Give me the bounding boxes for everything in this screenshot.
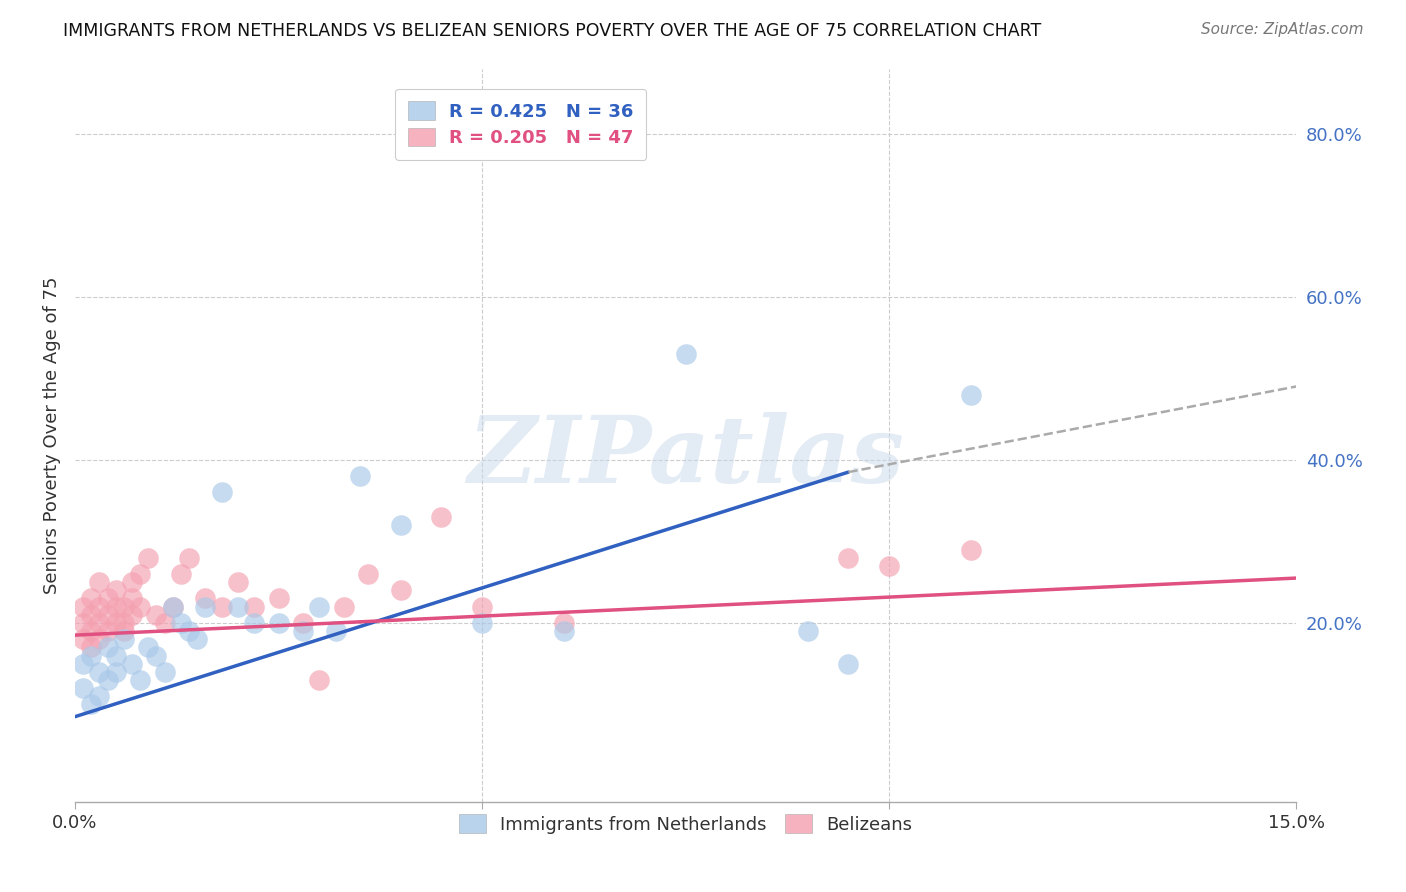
Point <box>797 624 820 638</box>
Point <box>129 673 152 687</box>
Point <box>89 615 111 630</box>
Point <box>80 640 103 655</box>
Point <box>97 673 120 687</box>
Point <box>121 575 143 590</box>
Point <box>97 640 120 655</box>
Point <box>959 387 981 401</box>
Point <box>349 469 371 483</box>
Point <box>325 624 347 638</box>
Point <box>153 665 176 679</box>
Point <box>308 599 330 614</box>
Point <box>177 550 200 565</box>
Point <box>170 615 193 630</box>
Point <box>145 607 167 622</box>
Point <box>162 599 184 614</box>
Point <box>553 615 575 630</box>
Point <box>194 599 217 614</box>
Point <box>89 632 111 647</box>
Point <box>80 591 103 606</box>
Point <box>72 615 94 630</box>
Point <box>211 599 233 614</box>
Point <box>136 550 159 565</box>
Point <box>226 575 249 590</box>
Point <box>72 657 94 671</box>
Point <box>211 485 233 500</box>
Point <box>332 599 354 614</box>
Point <box>80 624 103 638</box>
Point <box>357 566 380 581</box>
Point <box>243 615 266 630</box>
Point <box>291 615 314 630</box>
Legend: Immigrants from Netherlands, Belizeans: Immigrants from Netherlands, Belizeans <box>449 804 924 845</box>
Point <box>194 591 217 606</box>
Point <box>104 665 127 679</box>
Point <box>112 624 135 638</box>
Point <box>291 624 314 638</box>
Point <box>112 632 135 647</box>
Text: IMMIGRANTS FROM NETHERLANDS VS BELIZEAN SENIORS POVERTY OVER THE AGE OF 75 CORRE: IMMIGRANTS FROM NETHERLANDS VS BELIZEAN … <box>63 22 1042 40</box>
Point <box>153 615 176 630</box>
Point <box>308 673 330 687</box>
Point <box>129 599 152 614</box>
Y-axis label: Seniors Poverty Over the Age of 75: Seniors Poverty Over the Age of 75 <box>44 277 60 594</box>
Point <box>267 591 290 606</box>
Point <box>389 518 412 533</box>
Point <box>104 583 127 598</box>
Point <box>112 599 135 614</box>
Point <box>97 624 120 638</box>
Point <box>104 599 127 614</box>
Point <box>104 648 127 663</box>
Point <box>80 607 103 622</box>
Point <box>136 640 159 655</box>
Point <box>267 615 290 630</box>
Point <box>89 665 111 679</box>
Point <box>121 657 143 671</box>
Point <box>89 575 111 590</box>
Text: ZIPatlas: ZIPatlas <box>467 412 904 502</box>
Point <box>877 558 900 573</box>
Point <box>89 690 111 704</box>
Point <box>837 657 859 671</box>
Point <box>186 632 208 647</box>
Point <box>72 681 94 695</box>
Point <box>471 615 494 630</box>
Point <box>80 698 103 712</box>
Text: Source: ZipAtlas.com: Source: ZipAtlas.com <box>1201 22 1364 37</box>
Point <box>104 615 127 630</box>
Point <box>553 624 575 638</box>
Point <box>430 510 453 524</box>
Point <box>170 566 193 581</box>
Point <box>243 599 266 614</box>
Point <box>89 599 111 614</box>
Point <box>80 648 103 663</box>
Point <box>177 624 200 638</box>
Point <box>72 632 94 647</box>
Point <box>837 550 859 565</box>
Point <box>226 599 249 614</box>
Point <box>471 599 494 614</box>
Point <box>121 591 143 606</box>
Point <box>389 583 412 598</box>
Point <box>97 607 120 622</box>
Point <box>97 591 120 606</box>
Point <box>112 615 135 630</box>
Point <box>959 542 981 557</box>
Point <box>72 599 94 614</box>
Point <box>145 648 167 663</box>
Point <box>675 347 697 361</box>
Point <box>162 599 184 614</box>
Point <box>129 566 152 581</box>
Point <box>121 607 143 622</box>
